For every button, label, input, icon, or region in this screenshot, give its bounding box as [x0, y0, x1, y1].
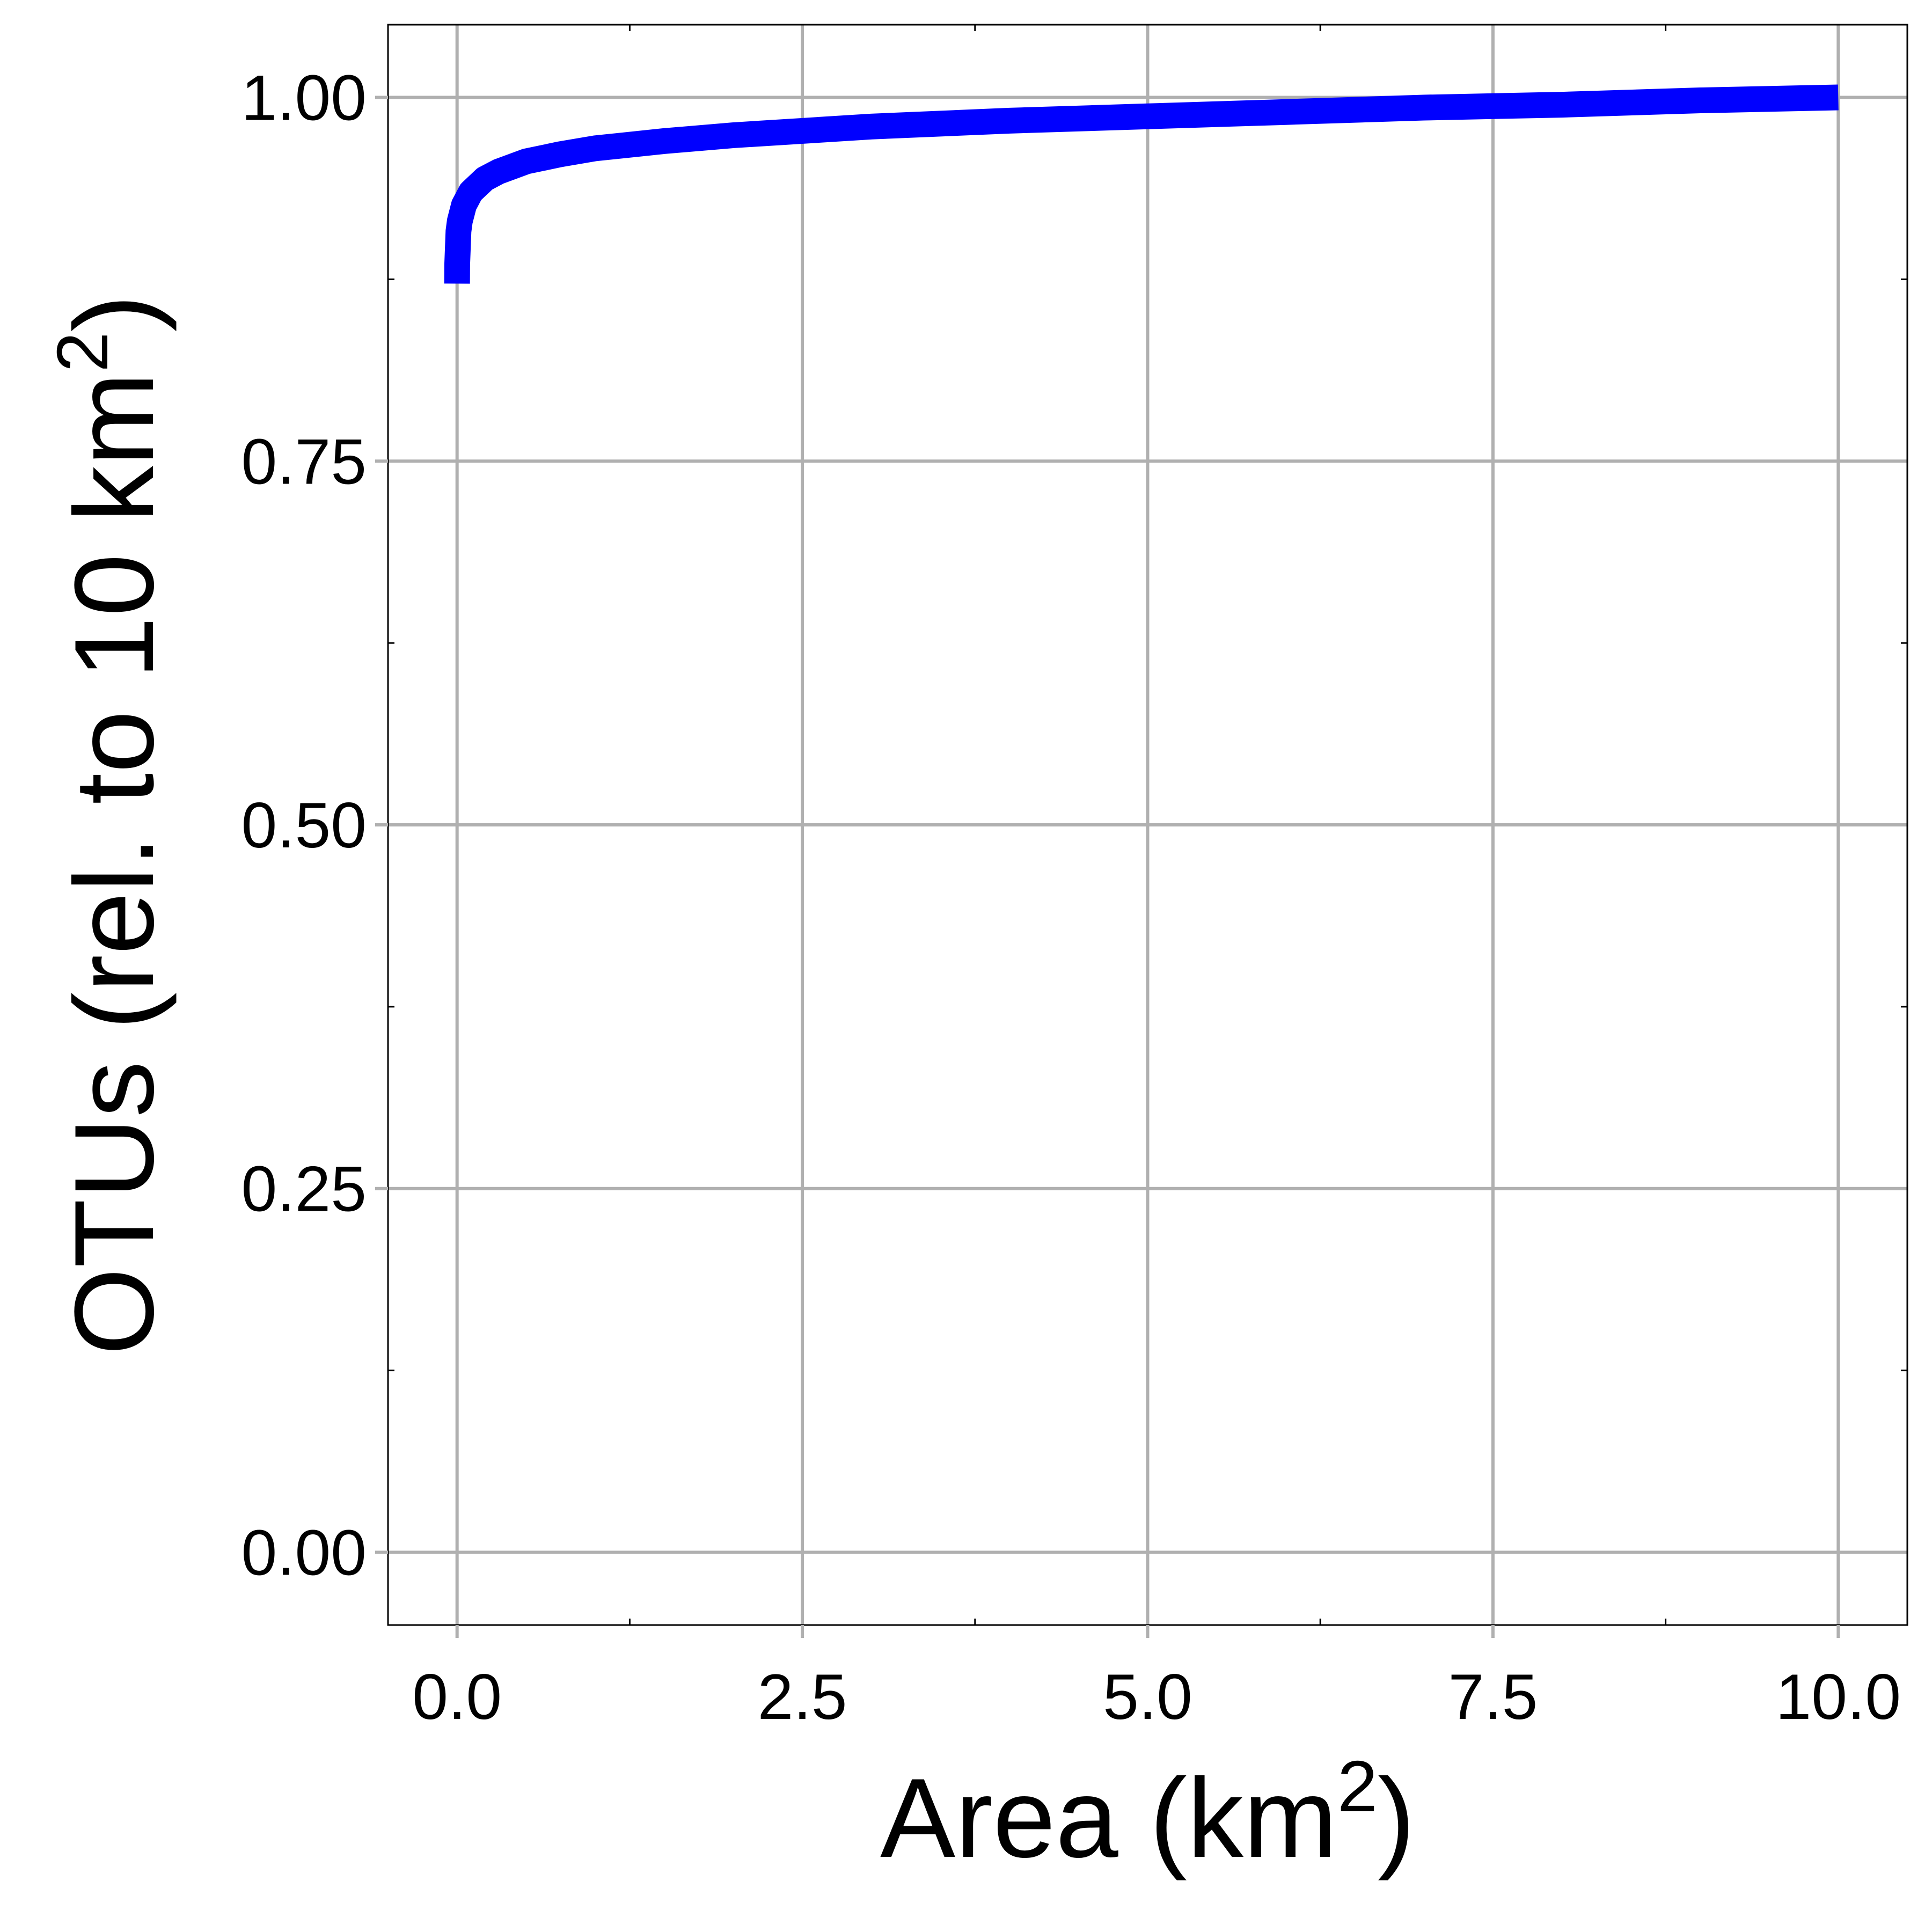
y-tick-label: 1.00 [241, 62, 367, 134]
x-tick-label: 0.0 [412, 1661, 502, 1733]
grid-lines [388, 25, 1907, 1625]
x-tick-label: 5.0 [1103, 1661, 1192, 1733]
y-tick-label: 0.75 [241, 426, 367, 497]
x-tick-label: 2.5 [758, 1661, 847, 1733]
series-layer [444, 84, 1839, 284]
y-tick-label: 0.25 [241, 1153, 367, 1225]
series-line [444, 84, 1839, 284]
y-axis-title: OTUs (rel. to 10 km2) [42, 295, 177, 1356]
y-tick-label: 0.00 [241, 1517, 367, 1589]
tick-labels: 0.0 2.5 5.0 7.5 10.0 0.00 0.25 0.50 0.75 1.00 [241, 62, 1901, 1733]
x-tick-label: 10.0 [1776, 1661, 1901, 1733]
x-axis-title: Area (km2) [880, 1746, 1415, 1881]
axis-ticks [375, 25, 1907, 1638]
y-tick-label: 0.50 [241, 789, 367, 861]
x-tick-label: 7.5 [1448, 1661, 1538, 1733]
